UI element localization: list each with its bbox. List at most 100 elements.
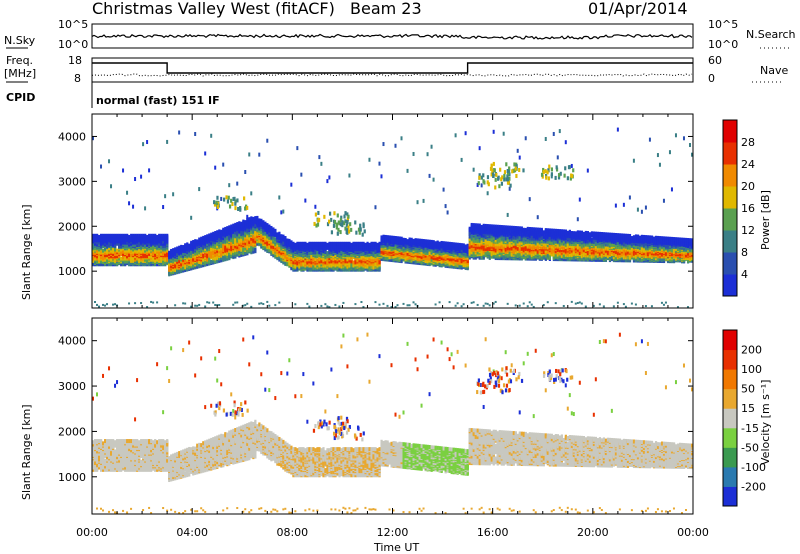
data-cell	[328, 175, 331, 180]
data-cell	[294, 303, 297, 306]
data-cell	[102, 255, 105, 260]
data-cell	[198, 239, 201, 244]
data-cell	[300, 172, 303, 177]
data-cell	[342, 250, 345, 255]
data-cell	[214, 231, 217, 236]
data-cell	[420, 238, 423, 243]
data-cell	[300, 265, 303, 270]
data-cell	[136, 249, 139, 254]
data-cell	[242, 219, 245, 224]
data-cell	[288, 238, 291, 243]
data-cell	[494, 300, 497, 303]
data-cell	[520, 246, 523, 251]
data-cell	[116, 233, 119, 238]
data-cell	[410, 237, 413, 242]
data-cell	[478, 223, 481, 228]
data-cell	[464, 244, 467, 249]
data-cell	[520, 240, 523, 245]
data-cell	[460, 248, 463, 253]
data-cell	[244, 250, 247, 255]
data-cell	[316, 250, 319, 255]
data-cell	[242, 239, 245, 244]
data-cell	[326, 244, 329, 249]
data-cell	[202, 253, 205, 258]
data-cell	[216, 230, 219, 235]
data-cell	[302, 241, 305, 246]
data-cell	[124, 255, 127, 260]
data-cell	[160, 258, 163, 263]
data-cell	[330, 267, 333, 272]
data-cell	[144, 252, 147, 257]
data-cell	[508, 237, 511, 242]
data-cell	[320, 304, 323, 307]
data-cell	[492, 129, 495, 134]
data-cell	[138, 238, 141, 243]
data-cell	[344, 245, 347, 250]
data-cell	[158, 233, 161, 238]
data-cell	[238, 232, 241, 237]
data-cell	[200, 245, 203, 250]
data-cell	[264, 221, 267, 226]
data-cell	[332, 252, 335, 257]
data-cell	[370, 241, 373, 246]
data-cell	[166, 248, 169, 253]
data-cell	[122, 262, 125, 267]
data-cell	[142, 233, 145, 238]
data-cell	[96, 303, 99, 306]
noise-sky-line	[91, 33, 693, 40]
data-cell	[132, 233, 135, 238]
data-cell	[368, 242, 371, 247]
data-cell	[502, 245, 505, 250]
data-cell	[480, 183, 483, 188]
data-cell	[514, 235, 517, 240]
data-cell	[196, 261, 199, 266]
data-cell	[200, 236, 203, 241]
data-cell	[164, 257, 167, 262]
data-cell	[312, 250, 315, 255]
data-cell	[168, 250, 171, 255]
data-cell	[328, 256, 331, 261]
data-cell	[318, 249, 321, 254]
data-cell	[494, 238, 497, 243]
data-cell	[286, 250, 289, 255]
data-cell	[194, 239, 197, 244]
data-cell	[400, 259, 403, 264]
data-cell	[362, 250, 365, 255]
data-cell	[112, 303, 115, 306]
data-cell	[426, 239, 429, 244]
data-cell	[144, 257, 147, 262]
data-cell	[466, 243, 469, 248]
data-cell	[230, 224, 233, 229]
data-cell	[132, 242, 135, 247]
data-cell	[470, 234, 473, 239]
data-cell	[92, 241, 95, 246]
data-cell	[118, 250, 121, 255]
data-cell	[214, 233, 217, 238]
data-cell	[340, 264, 343, 269]
data-cell	[260, 218, 263, 223]
data-cell	[378, 252, 381, 257]
data-cell	[508, 186, 511, 191]
data-cell	[240, 229, 243, 234]
data-cell	[374, 301, 377, 304]
data-cell	[174, 247, 177, 252]
data-cell	[310, 254, 313, 259]
data-cell	[286, 238, 289, 243]
data-cell	[502, 227, 505, 232]
data-cell	[372, 241, 375, 246]
data-cell	[378, 161, 381, 166]
data-cell	[246, 227, 249, 232]
data-cell	[236, 181, 239, 186]
data-cell	[448, 301, 451, 304]
data-cell	[92, 238, 95, 243]
data-cell	[204, 247, 207, 252]
data-cell	[222, 227, 225, 232]
data-cell	[154, 245, 157, 250]
data-cell	[336, 259, 339, 264]
data-cell	[306, 267, 309, 272]
data-cell	[124, 242, 127, 247]
data-cell	[386, 235, 389, 240]
data-cell	[262, 240, 265, 245]
data-cell	[250, 216, 253, 221]
data-cell	[156, 253, 159, 258]
